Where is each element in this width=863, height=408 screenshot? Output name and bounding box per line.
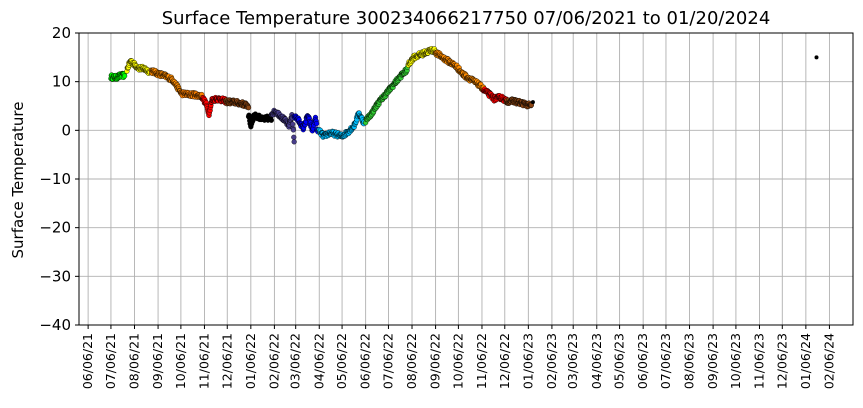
temperature-series: [223, 97, 252, 111]
x-tick-label: 04/06/22: [311, 333, 326, 389]
data-point: [313, 120, 320, 127]
data-point: [245, 105, 252, 111]
x-tick-label: 06/06/21: [80, 333, 95, 389]
x-tick-label: 10/06/21: [173, 333, 188, 389]
temperature-series: [199, 94, 229, 119]
temperature-series: [530, 55, 819, 105]
x-tick-label: 05/06/23: [612, 333, 627, 389]
data-point: [291, 134, 297, 140]
data-point: [122, 73, 128, 79]
x-tick-label: 09/06/21: [150, 333, 165, 389]
data-point: [290, 127, 297, 133]
temperature-series: [480, 86, 509, 104]
x-tick-label: 12/06/23: [774, 333, 789, 389]
grid-lines: [79, 32, 853, 326]
temperature-series: [245, 111, 274, 130]
x-tick-label: 02/06/24: [821, 333, 836, 389]
x-tick-label: 08/06/23: [682, 333, 697, 389]
data-series: [108, 46, 819, 145]
x-tick-label: 12/06/21: [219, 333, 234, 389]
y-tick-label: 10: [52, 73, 71, 91]
y-axis-ticks: 20 10 0 −10 −20 −30 −40: [39, 24, 79, 334]
x-tick-label: 10/06/22: [450, 333, 465, 389]
x-tick-label: 03/06/23: [565, 333, 580, 389]
chart-title: Surface Temperature 300234066217750 07/0…: [162, 8, 771, 29]
x-tick-label: 08/06/22: [404, 333, 419, 389]
temperature-series: [503, 96, 534, 110]
y-tick-label: 20: [52, 24, 71, 42]
data-point: [290, 121, 296, 127]
temperature-series: [268, 107, 297, 145]
temperature-series: [124, 58, 153, 76]
plot-frame: [78, 32, 854, 326]
x-tick-label: 11/06/21: [196, 333, 211, 389]
temperature-series: [432, 49, 487, 93]
data-point: [814, 55, 819, 60]
x-tick-label: 05/06/22: [334, 333, 349, 389]
x-tick-label: 01/06/22: [243, 333, 258, 389]
x-tick-label: 02/06/23: [544, 333, 559, 389]
x-tick-label: 01/06/24: [798, 333, 813, 389]
x-tick-label: 07/06/23: [658, 333, 673, 389]
x-tick-label: 01/06/23: [520, 333, 535, 389]
data-point: [291, 139, 297, 145]
temperature-series: [315, 110, 367, 140]
x-tick-label: 09/06/22: [428, 333, 443, 389]
x-tick-label: 02/06/22: [266, 333, 281, 389]
x-tick-label: 07/06/22: [380, 333, 395, 389]
x-tick-label: 09/06/23: [705, 333, 720, 389]
x-tick-label: 11/06/23: [751, 333, 766, 389]
x-tick-label: 07/06/21: [103, 333, 118, 389]
x-tick-label: 10/06/23: [728, 333, 743, 389]
y-tick-label: −20: [39, 219, 71, 237]
x-tick-label: 11/06/22: [474, 333, 489, 389]
y-tick-label: 0: [61, 121, 71, 139]
x-axis-ticks: 06/06/21 07/06/21 08/06/21 09/06/21 10/06/21…: [80, 325, 836, 389]
data-point: [530, 100, 535, 105]
y-axis-label: Surface Temperature: [9, 102, 27, 259]
y-tick-label: −10: [39, 170, 71, 188]
x-tick-label: 04/06/23: [589, 333, 604, 389]
x-tick-label: 12/06/22: [497, 333, 512, 389]
x-tick-label: 08/06/21: [127, 333, 142, 389]
temperature-series: [363, 64, 411, 126]
x-tick-label: 03/06/22: [288, 333, 303, 389]
temperature-series: [405, 46, 439, 68]
temperature-series: [108, 70, 128, 82]
temperature-series: [148, 67, 184, 96]
x-tick-label: 06/06/23: [635, 333, 650, 389]
data-point: [268, 117, 274, 123]
y-tick-label: −40: [39, 316, 71, 334]
temperature-series: [291, 113, 321, 135]
y-tick-label: −30: [39, 267, 71, 285]
x-tick-label: 06/06/22: [358, 333, 373, 389]
